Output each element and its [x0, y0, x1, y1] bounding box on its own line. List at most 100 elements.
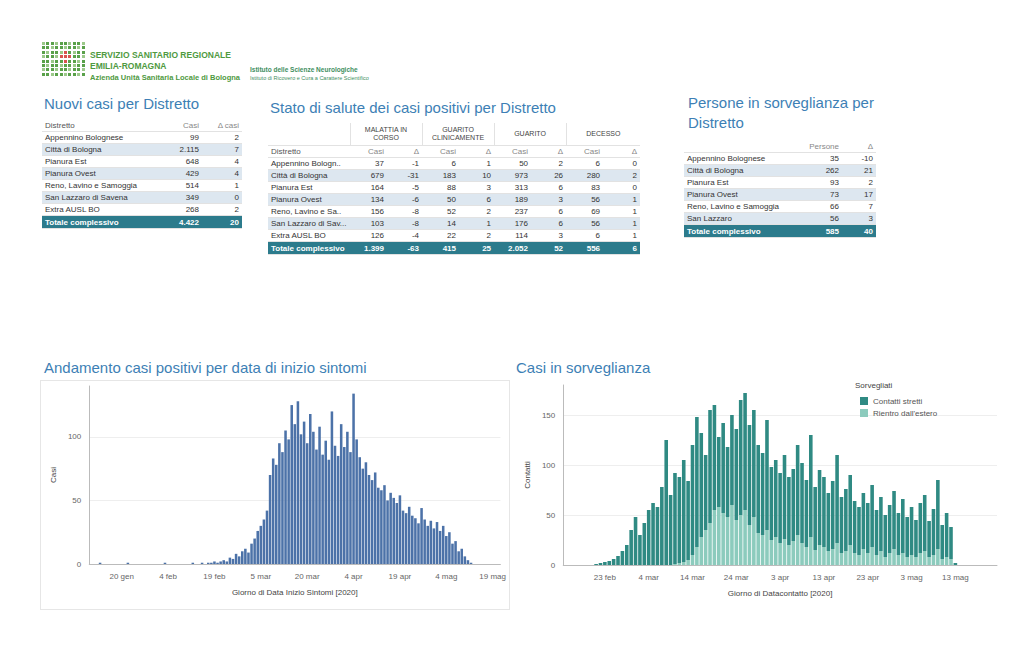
svg-text:0: 0: [551, 561, 556, 570]
html-text:Azienda Unità Sanitaria Locale: Azienda Unità Sanitaria Locale di Bologn…: [90, 73, 240, 82]
html-text:88: 88: [447, 183, 456, 192]
html-text:134: 134: [370, 195, 384, 204]
html-text:2.052: 2.052: [508, 243, 528, 253]
html-text:20: 20: [230, 217, 239, 227]
html-text:Distretto: Distretto: [271, 147, 301, 156]
html-text:Totale complessivo: Totale complessivo: [45, 217, 119, 227]
html-text:183: 183: [442, 171, 456, 180]
html-text:99: 99: [190, 133, 199, 142]
html-text:52: 52: [447, 207, 456, 216]
html-text:415: 415: [442, 243, 456, 253]
html-text:Δ casi: Δ casi: [217, 121, 239, 130]
svg-text:50: 50: [546, 511, 555, 520]
html-text:156: 156: [370, 207, 384, 216]
html-text:Pianura Ovest: Pianura Ovest: [271, 195, 322, 204]
html-text:Persone in sorveglianza per Di: Persone in sorveglianza per Distretto: [688, 94, 874, 131]
html-text:429: 429: [185, 169, 199, 178]
html-text:Distretto: Distretto: [45, 121, 75, 130]
html-text:26: 26: [554, 171, 563, 180]
html-text:Casi: Casi: [368, 147, 384, 156]
svg-text:Giorno di Datacontatto [2020]: Giorno di Datacontatto [2020]: [728, 589, 833, 598]
svg-text:13 mag: 13 mag: [942, 573, 969, 582]
html-text:Casi in sorveglianza: Casi in sorveglianza: [516, 359, 651, 376]
html-text:EMILIA-ROMAGNA: EMILIA-ROMAGNA: [90, 61, 167, 71]
svg-text:4 mar: 4 mar: [638, 573, 659, 582]
html-text:237: 237: [514, 207, 528, 216]
svg-text:5 mar: 5 mar: [251, 572, 272, 581]
html-text:56: 56: [591, 195, 600, 204]
html-text:Reno, Lavino e Samoggia: Reno, Lavino e Samoggia: [45, 181, 138, 190]
html-text:Casi: Casi: [512, 147, 528, 156]
html-text:Nuovi casi per Distretto: Nuovi casi per Distretto: [44, 95, 200, 112]
html-text:Totale complessivo: Totale complessivo: [271, 243, 345, 253]
svg-text:100: 100: [68, 432, 82, 441]
html-text:189: 189: [514, 195, 528, 204]
html-text:Pianura Ovest: Pianura Ovest: [45, 169, 96, 178]
html-text:556: 556: [586, 243, 600, 253]
html-text:4.422: 4.422: [179, 217, 199, 227]
html-text:349: 349: [185, 193, 199, 202]
svg-text:20 gen: 20 gen: [109, 572, 133, 581]
html-text:648: 648: [185, 157, 199, 166]
html-text:2.115: 2.115: [179, 145, 199, 154]
html-text:Casi: Casi: [440, 147, 456, 156]
html-text:585: 585: [825, 226, 839, 236]
html-text:69: 69: [591, 207, 600, 216]
html-text:Totale complessivo: Totale complessivo: [687, 226, 761, 236]
svg-text:Contatti: Contatti: [523, 461, 532, 489]
html-text:50: 50: [447, 195, 456, 204]
html-text:Appennino Bologn..: Appennino Bologn..: [271, 159, 341, 168]
html-text:Casi: Casi: [183, 121, 199, 130]
svg-text:3 apr: 3 apr: [771, 573, 790, 582]
svg-text:24 mar: 24 mar: [724, 573, 749, 582]
svg-text:4 feb: 4 feb: [159, 572, 177, 581]
html-text:164: 164: [370, 183, 384, 192]
html-text:973: 973: [514, 171, 528, 180]
html-text:268: 268: [185, 205, 199, 214]
svg-text:Casi: Casi: [49, 467, 58, 483]
svg-text:14 mar: 14 mar: [680, 573, 705, 582]
html-text:Città di Bologna: Città di Bologna: [45, 145, 102, 154]
svg-text:4 apr: 4 apr: [344, 572, 363, 581]
html-text:Appennino Bolognese: Appennino Bolognese: [45, 133, 124, 142]
svg-text:3 mag: 3 mag: [900, 573, 922, 582]
html-text:Pianura Est: Pianura Est: [45, 157, 87, 166]
html-text:Città di Bologna: Città di Bologna: [271, 171, 328, 180]
html-text:Reno, Lavino e Sa..: Reno, Lavino e Sa..: [271, 207, 342, 216]
html-text:San Lazzaro di Savena: San Lazzaro di Savena: [45, 193, 128, 202]
html-text:83: 83: [591, 183, 600, 192]
html-text:Stato di salute dei casi posit: Stato di salute dei casi positivi per Di…: [270, 99, 556, 116]
svg-text:50: 50: [72, 496, 81, 505]
svg-text:4 mag: 4 mag: [435, 572, 457, 581]
html-text:50: 50: [519, 159, 528, 168]
svg-text:23 apr: 23 apr: [856, 573, 879, 582]
svg-text:0: 0: [77, 560, 82, 569]
svg-text:Giorno di Data Inizio Sintomi: Giorno di Data Inizio Sintomi [2020]: [232, 588, 358, 597]
html-text:313: 313: [514, 183, 528, 192]
html-text:Extra AUSL BO: Extra AUSL BO: [45, 205, 100, 214]
svg-text:19 apr: 19 apr: [389, 572, 412, 581]
svg-text:23 feb: 23 feb: [594, 573, 617, 582]
html-text:-63: -63: [407, 243, 419, 253]
html-text:Casi: Casi: [584, 147, 600, 156]
html-text:Andamento casi positivi per da: Andamento casi positivi per data di iniz…: [44, 359, 367, 376]
html-text:1.399: 1.399: [364, 243, 384, 253]
html-text:679: 679: [370, 171, 384, 180]
html-text:280: 280: [586, 171, 600, 180]
html-text:MALATTIA IN CORSO: MALATTIA IN CORSO: [364, 126, 408, 141]
svg-text:19 feb: 19 feb: [203, 572, 226, 581]
svg-text:150: 150: [542, 411, 556, 420]
svg-text:Contatti stretti: Contatti stretti: [873, 397, 923, 406]
html-text:GUARITO CLINICAMENTE: GUARITO CLINICAMENTE: [432, 126, 485, 141]
html-text:SERVIZIO SANITARIO REGIONALE: SERVIZIO SANITARIO REGIONALE: [90, 50, 231, 60]
svg-text:100: 100: [542, 461, 556, 470]
svg-text:20 mar: 20 mar: [295, 572, 320, 581]
html-text:Pianura Est: Pianura Est: [271, 183, 313, 192]
html-text:37: 37: [375, 159, 384, 168]
svg-text:19 mag: 19 mag: [479, 572, 506, 581]
html-text:-31: -31: [407, 171, 419, 180]
svg-text:13 apr: 13 apr: [813, 573, 836, 582]
html-text:10: 10: [482, 171, 491, 180]
svg-text:Rientro dall'estero: Rientro dall'estero: [873, 409, 938, 418]
html-text:514: 514: [185, 181, 199, 190]
